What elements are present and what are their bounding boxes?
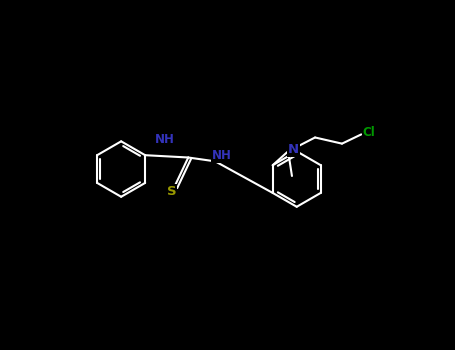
Text: N: N [288, 142, 299, 155]
Text: Cl: Cl [363, 126, 375, 139]
Text: S: S [167, 185, 176, 198]
Text: NH: NH [155, 133, 175, 146]
Text: NH: NH [212, 149, 231, 162]
